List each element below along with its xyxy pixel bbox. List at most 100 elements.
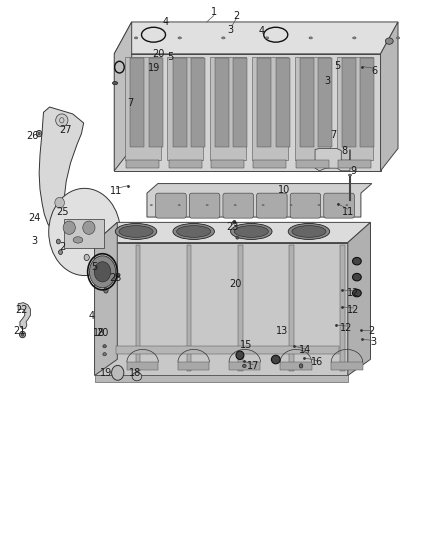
- Ellipse shape: [234, 225, 268, 237]
- Ellipse shape: [132, 372, 142, 381]
- Ellipse shape: [59, 250, 63, 255]
- Ellipse shape: [19, 332, 25, 338]
- Ellipse shape: [57, 239, 60, 244]
- Text: 19: 19: [100, 368, 113, 378]
- Text: 7: 7: [128, 98, 134, 108]
- Text: 12: 12: [347, 305, 360, 315]
- Polygon shape: [289, 245, 293, 371]
- Text: 25: 25: [57, 207, 69, 217]
- Polygon shape: [342, 58, 356, 147]
- Ellipse shape: [230, 223, 272, 239]
- Ellipse shape: [103, 353, 106, 356]
- Text: 8: 8: [342, 146, 348, 156]
- Text: 23: 23: [109, 273, 121, 283]
- Text: 20: 20: [96, 328, 108, 338]
- Text: 22: 22: [15, 305, 28, 315]
- Polygon shape: [95, 222, 371, 243]
- Polygon shape: [211, 160, 244, 167]
- Ellipse shape: [262, 204, 264, 206]
- Ellipse shape: [103, 345, 106, 348]
- Polygon shape: [147, 183, 372, 217]
- Text: 21: 21: [13, 326, 26, 336]
- Ellipse shape: [292, 225, 326, 237]
- Polygon shape: [95, 222, 117, 375]
- Text: 18: 18: [129, 368, 141, 378]
- Ellipse shape: [299, 364, 303, 368]
- Polygon shape: [131, 58, 145, 147]
- Text: 13: 13: [276, 326, 289, 336]
- Polygon shape: [169, 160, 201, 167]
- Text: 24: 24: [28, 213, 41, 223]
- Text: 17: 17: [247, 361, 259, 372]
- Text: 5: 5: [334, 61, 340, 70]
- Polygon shape: [331, 362, 363, 370]
- Ellipse shape: [63, 221, 75, 235]
- Ellipse shape: [94, 262, 111, 282]
- Polygon shape: [95, 375, 348, 382]
- Text: 3: 3: [370, 337, 376, 347]
- Text: 3: 3: [32, 236, 38, 246]
- Text: 2: 2: [368, 326, 374, 336]
- Ellipse shape: [385, 38, 393, 44]
- Polygon shape: [254, 160, 286, 167]
- Ellipse shape: [178, 204, 180, 206]
- Text: 3: 3: [228, 25, 234, 35]
- Ellipse shape: [353, 289, 361, 297]
- Ellipse shape: [177, 225, 211, 237]
- Text: 4: 4: [162, 17, 169, 27]
- Ellipse shape: [115, 223, 157, 239]
- Text: 9: 9: [350, 166, 357, 176]
- FancyBboxPatch shape: [290, 193, 321, 218]
- Text: 3: 3: [324, 77, 330, 86]
- Text: 26: 26: [26, 131, 38, 141]
- Text: 2: 2: [60, 242, 66, 252]
- Text: 10: 10: [279, 185, 291, 196]
- Ellipse shape: [265, 37, 269, 39]
- FancyBboxPatch shape: [223, 193, 254, 218]
- Polygon shape: [210, 56, 246, 160]
- Polygon shape: [280, 362, 311, 370]
- Ellipse shape: [119, 225, 153, 237]
- Ellipse shape: [290, 204, 292, 206]
- Polygon shape: [114, 22, 132, 171]
- Ellipse shape: [73, 237, 83, 243]
- Ellipse shape: [348, 174, 352, 176]
- Text: 18: 18: [93, 328, 105, 338]
- Text: 12: 12: [340, 322, 353, 333]
- Polygon shape: [114, 22, 398, 54]
- Polygon shape: [233, 58, 247, 147]
- Polygon shape: [300, 58, 314, 147]
- Polygon shape: [95, 243, 348, 375]
- Ellipse shape: [89, 256, 116, 288]
- Text: 4: 4: [258, 26, 265, 36]
- Text: 12: 12: [347, 288, 360, 298]
- Polygon shape: [318, 58, 332, 147]
- Ellipse shape: [49, 188, 120, 276]
- Ellipse shape: [243, 365, 246, 368]
- Ellipse shape: [134, 37, 138, 39]
- Text: 1: 1: [211, 7, 217, 18]
- Ellipse shape: [353, 37, 356, 39]
- FancyBboxPatch shape: [189, 193, 220, 218]
- Ellipse shape: [178, 37, 181, 39]
- Text: 27: 27: [59, 125, 71, 135]
- Text: 11: 11: [342, 207, 354, 217]
- Polygon shape: [360, 58, 374, 147]
- Ellipse shape: [36, 131, 42, 137]
- Polygon shape: [337, 56, 373, 160]
- Ellipse shape: [113, 82, 118, 85]
- Ellipse shape: [222, 37, 225, 39]
- Polygon shape: [252, 56, 288, 160]
- Polygon shape: [296, 160, 328, 167]
- Ellipse shape: [233, 221, 236, 224]
- FancyBboxPatch shape: [324, 193, 354, 218]
- Ellipse shape: [83, 221, 95, 235]
- Ellipse shape: [206, 204, 208, 206]
- Polygon shape: [381, 22, 398, 171]
- Ellipse shape: [346, 204, 348, 206]
- Polygon shape: [191, 58, 205, 147]
- Polygon shape: [178, 362, 209, 370]
- Text: 16: 16: [311, 357, 323, 367]
- Polygon shape: [39, 107, 84, 233]
- Polygon shape: [127, 362, 158, 370]
